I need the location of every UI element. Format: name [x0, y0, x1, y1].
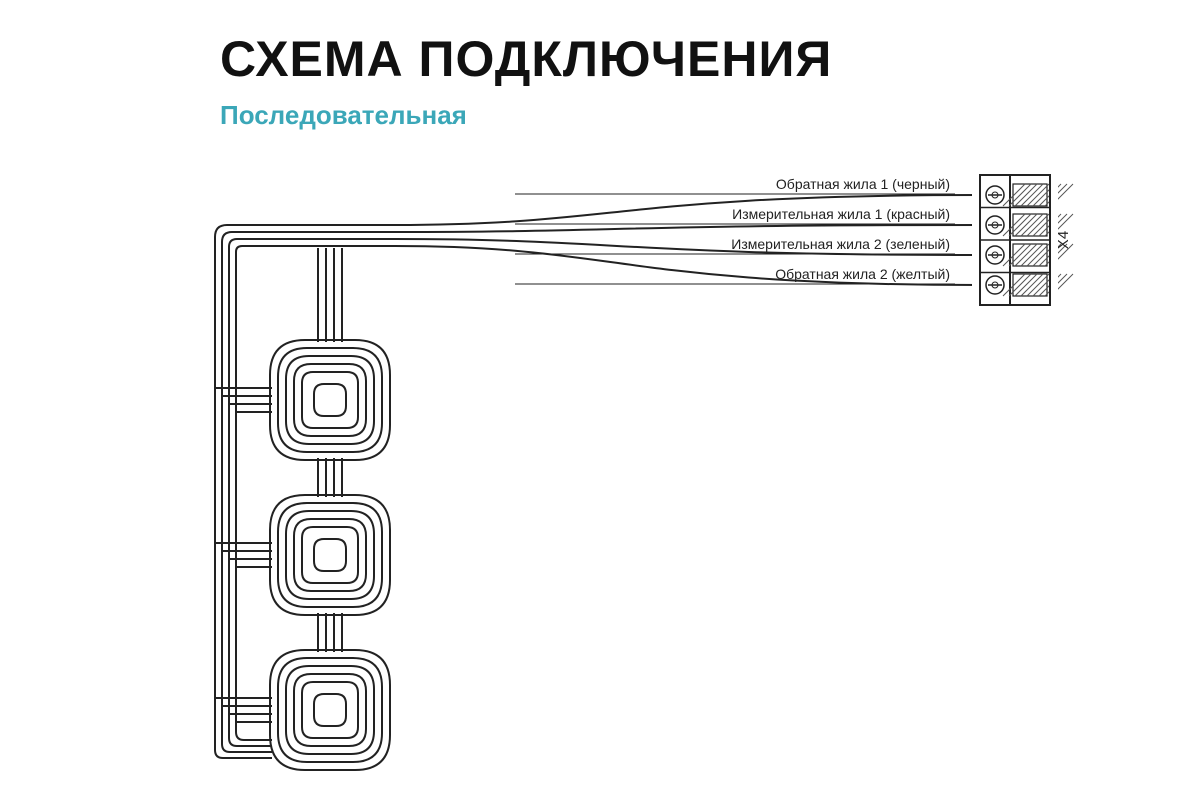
sensor [270, 495, 390, 615]
bus-tail [229, 738, 272, 746]
connector-x4 [976, 171, 1073, 309]
wire-label: Обратная жила 2 (желтый) [775, 266, 950, 282]
bus-tail [215, 750, 272, 758]
connector-label: X4 [1055, 231, 1072, 249]
wire-label: Измерительная жила 1 (красный) [732, 206, 950, 222]
wire-label: Обратная жила 1 (черный) [776, 176, 950, 192]
wiring-diagram: Обратная жила 1 (черный) Измерительная жи… [0, 0, 1200, 800]
bus-tail [236, 732, 272, 740]
wire-label: Измерительная жила 2 (зеленый) [731, 236, 950, 252]
page-subtitle: Последовательная [220, 100, 467, 131]
bus-wire [222, 225, 980, 744]
page-title: СХЕМА ПОДКЛЮЧЕНИЯ [220, 30, 832, 88]
bus-wire [229, 239, 980, 738]
sensor [270, 340, 390, 460]
sensor [270, 650, 390, 770]
bus-tail [222, 744, 272, 752]
bus-wire [215, 195, 980, 750]
bus-wire [236, 246, 980, 732]
